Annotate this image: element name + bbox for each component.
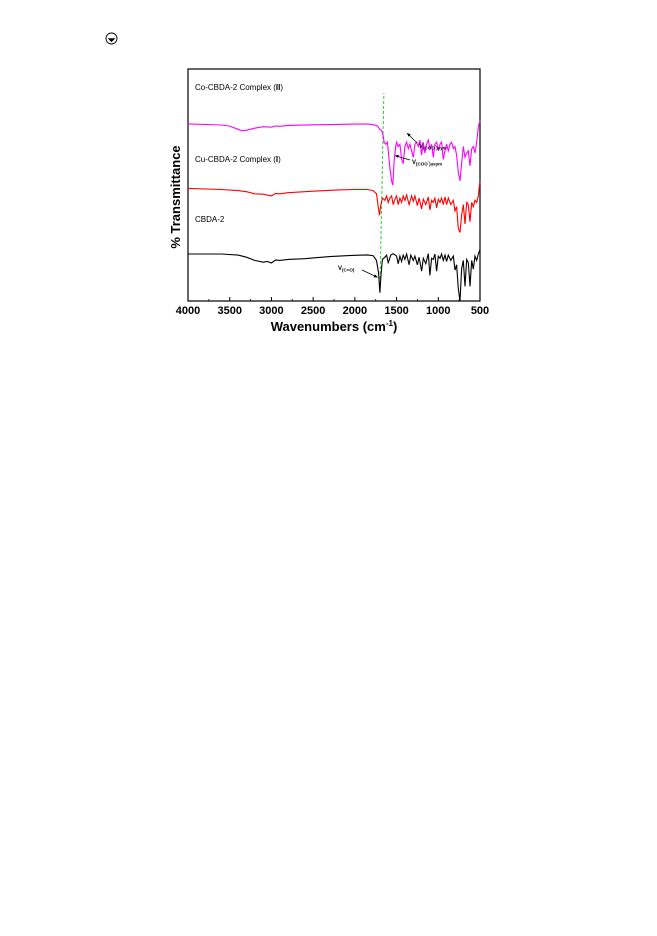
annotation-coo-asym: V(COO-)asym: [394, 155, 442, 167]
annotation-coo-sym: V(COO-)sym: [406, 132, 447, 151]
annotation-carbonyl: V(C=O): [338, 266, 378, 278]
x-tick-label: 2500: [301, 305, 325, 317]
x-tick-label: 2000: [343, 305, 367, 317]
y-axis-title: % Transmittance: [168, 145, 183, 248]
svg-text:V(C=O): V(C=O): [338, 266, 355, 273]
circled-arrow-icon: [105, 32, 118, 45]
series-label-co-complex: Co-CBDA-2 Complex (II): [195, 83, 283, 92]
x-tick-label: 1000: [426, 305, 450, 317]
x-tick-label: 3000: [259, 305, 283, 317]
x-tick-label: 4000: [176, 305, 200, 317]
series-trace-co-complex: [187, 120, 481, 186]
x-tick-label: 1500: [384, 305, 408, 317]
series-trace-cu-complex: [187, 180, 481, 233]
x-tick-label: 3500: [217, 305, 241, 317]
svg-text:V(COO-)sym: V(COO-)sym: [419, 142, 447, 151]
series-trace-cbda-2: [188, 249, 481, 302]
x-tick-label: 500: [471, 305, 489, 317]
x-axis-ticks: 4000 3500 3000 2500 2000 1500 1000 500: [176, 297, 489, 317]
series-label-cbda-2: CBDA-2: [195, 215, 225, 224]
svg-text:V(COO-)asym: V(COO-)asym: [412, 158, 442, 167]
carbonyl-marker-line: [379, 92, 385, 290]
x-axis-title: Wavenumbers (cm-1): [271, 319, 398, 334]
series-label-cu-complex: Cu-CBDA-2 Complex (I): [195, 155, 281, 164]
